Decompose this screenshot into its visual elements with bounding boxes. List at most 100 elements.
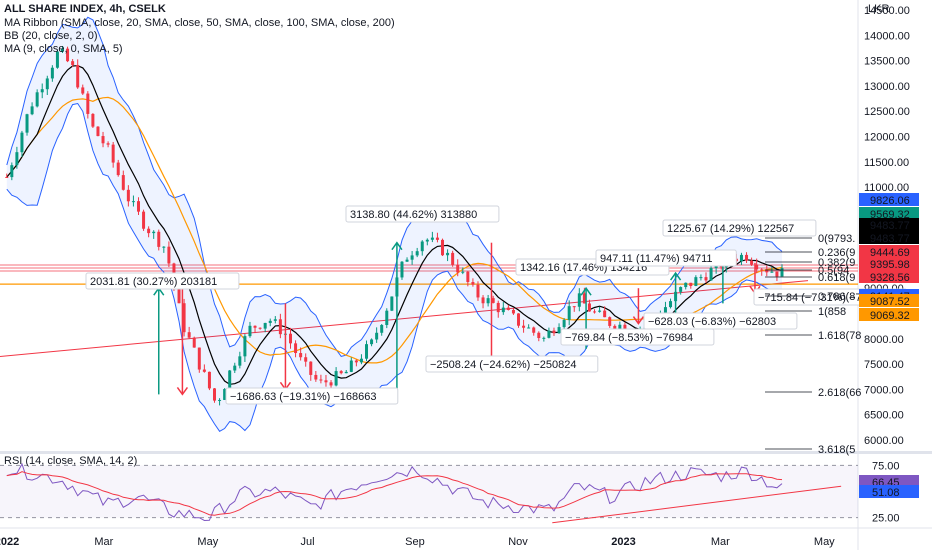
time-tick-label: Jul bbox=[300, 536, 314, 548]
time-tick-label: Nov bbox=[508, 536, 528, 548]
candle-body bbox=[603, 310, 607, 318]
candle-body bbox=[532, 327, 536, 333]
price-tag bbox=[859, 207, 919, 220]
candle-body bbox=[213, 388, 216, 401]
candle-body bbox=[471, 282, 475, 285]
measure-label-box bbox=[643, 312, 798, 330]
price-tag bbox=[859, 294, 919, 307]
candle-body bbox=[207, 371, 211, 389]
candle-body bbox=[760, 269, 764, 271]
bb-upper-line bbox=[6, 16, 783, 357]
candle-body bbox=[365, 344, 369, 359]
candle-body bbox=[704, 277, 708, 281]
measure-label: 3138.80 (44.62%) 313880 bbox=[350, 209, 477, 221]
rsi-tag bbox=[859, 485, 919, 498]
price-tag-label: 9328.56 bbox=[870, 272, 910, 284]
candle-body bbox=[157, 231, 161, 247]
bb-lower-line bbox=[6, 102, 783, 432]
rsi-tick-label: 25.00 bbox=[872, 513, 900, 525]
price-tag bbox=[859, 308, 919, 321]
price-tag bbox=[859, 218, 919, 231]
time-tick-label: May bbox=[197, 536, 218, 548]
candle-body bbox=[557, 327, 561, 334]
candle-body bbox=[116, 162, 120, 176]
candle-body bbox=[496, 302, 500, 313]
chart-title: ALL SHARE INDEX, 4h, CSELK bbox=[4, 3, 166, 15]
measure-label-box bbox=[560, 328, 715, 346]
candle-body bbox=[162, 246, 166, 248]
candle-body bbox=[228, 370, 232, 390]
fib-level-label: 0.382(9 bbox=[818, 257, 855, 269]
candle-body bbox=[517, 313, 521, 326]
candle-body bbox=[405, 259, 409, 262]
candle-body bbox=[380, 325, 384, 333]
price-tag-label: 9069.32 bbox=[870, 310, 910, 322]
price-tick-label: 6000.00 bbox=[864, 435, 904, 447]
fib-level-label: 1.618(78 bbox=[818, 330, 861, 342]
candle-body bbox=[121, 175, 125, 190]
candle-body bbox=[81, 87, 85, 94]
candle-body bbox=[339, 371, 343, 374]
candle-body bbox=[354, 360, 358, 363]
candle-body bbox=[461, 271, 465, 273]
candle-body bbox=[562, 319, 566, 328]
rsi-trend-line bbox=[552, 485, 842, 524]
candle-body bbox=[456, 264, 460, 273]
candles-group bbox=[5, 45, 784, 406]
candle-body bbox=[623, 324, 627, 332]
candle-body bbox=[278, 319, 282, 335]
ma-ribbon-legend[interactable]: MA Ribbon (SMA, close, 20, SMA, close, 5… bbox=[4, 17, 395, 29]
trend-line bbox=[0, 280, 809, 357]
measure-label-box bbox=[345, 205, 500, 223]
candle-body bbox=[618, 324, 622, 331]
candle-body bbox=[359, 358, 363, 363]
candle-body bbox=[182, 303, 186, 333]
candle-body bbox=[344, 371, 348, 374]
measure-arrowhead bbox=[391, 241, 403, 251]
measure-label: −628.03 (−6.83%) −62803 bbox=[648, 316, 776, 328]
candle-body bbox=[501, 307, 505, 313]
time-tick-label: Mar bbox=[711, 536, 730, 548]
price-tick-label: 13500.00 bbox=[864, 56, 910, 68]
candle-body bbox=[613, 325, 617, 331]
rsi-line bbox=[6, 462, 783, 522]
candle-body bbox=[466, 271, 470, 283]
candle-body bbox=[476, 284, 480, 298]
price-tick-label: 7000.00 bbox=[864, 384, 904, 396]
candle-body bbox=[202, 369, 206, 372]
candle-body bbox=[552, 330, 556, 334]
candle-body bbox=[527, 327, 531, 329]
measure-label: −1686.63 (−19.31%) −168663 bbox=[230, 391, 377, 403]
candle-body bbox=[91, 113, 95, 127]
candle-body bbox=[506, 307, 510, 310]
measure-label: −769.84 (−8.53%) −76984 bbox=[565, 332, 693, 344]
ma-legend[interactable]: MA (9, close, 0, SMA, 5) bbox=[4, 43, 123, 55]
rsi-legend[interactable]: RSI (14, close, SMA, 14, 2) bbox=[4, 455, 138, 467]
price-tag bbox=[859, 193, 919, 206]
measure-label: 947.11 (11.47%) 94711 bbox=[600, 253, 713, 265]
candle-body bbox=[238, 356, 242, 366]
candle-body bbox=[694, 277, 698, 286]
candle-body bbox=[435, 237, 439, 240]
candle-body bbox=[689, 282, 693, 286]
candle-body bbox=[770, 271, 774, 273]
candle-body bbox=[86, 93, 90, 114]
price-tick-label: 12500.00 bbox=[864, 106, 910, 118]
candle-body bbox=[739, 254, 743, 262]
candle-body bbox=[233, 365, 237, 371]
candle-body bbox=[400, 261, 404, 278]
candle-body bbox=[45, 78, 49, 90]
candle-body bbox=[96, 126, 100, 137]
candle-body bbox=[299, 353, 303, 358]
candle-body bbox=[55, 51, 59, 68]
candle-body bbox=[577, 293, 581, 307]
measure-label-box bbox=[425, 355, 599, 373]
bb-legend[interactable]: BB (20, close, 2, 0) bbox=[4, 30, 98, 42]
price-tag-label: 9483.77 bbox=[870, 220, 910, 232]
measure-label: 1225.67 (14.29%) 122567 bbox=[667, 223, 794, 235]
candle-body bbox=[663, 307, 667, 315]
fib-level-label: 0(9793. bbox=[818, 233, 855, 245]
price-tick-label: 14500.00 bbox=[864, 5, 910, 17]
